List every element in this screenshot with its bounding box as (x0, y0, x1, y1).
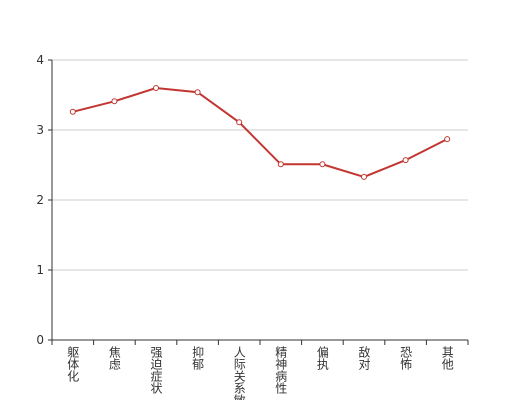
y-tick-label: 0 (36, 333, 44, 347)
point (277, 161, 284, 168)
point (111, 98, 118, 105)
x-tick-label: 敌对 (357, 345, 371, 370)
line (72, 86, 448, 178)
x-tick-label: 精神病性 (274, 346, 288, 395)
y-tick-label: 2 (36, 193, 44, 207)
point (69, 108, 76, 115)
x-tick-label: 恐怖 (399, 346, 413, 370)
x-tick-label: 强迫症状 (149, 346, 163, 394)
y-tick-label: 1 (36, 263, 44, 277)
x-tick-label: 躯体化 (66, 345, 80, 383)
x-tick-label: 抑郁 (191, 345, 205, 371)
point (236, 119, 243, 126)
point (194, 89, 201, 96)
x-tick-label: 人际关系敏感 (232, 346, 246, 400)
point (402, 157, 409, 164)
x-tick-label: 其他 (440, 346, 454, 370)
y-tick-label: 4 (36, 53, 44, 67)
x-tick-label: 偏执 (315, 345, 329, 371)
x-tick-label: 焦虑 (107, 346, 121, 370)
point (361, 173, 367, 180)
point (319, 161, 326, 168)
point (444, 136, 451, 143)
point (153, 85, 159, 91)
y-tick-label: 3 (36, 123, 44, 137)
